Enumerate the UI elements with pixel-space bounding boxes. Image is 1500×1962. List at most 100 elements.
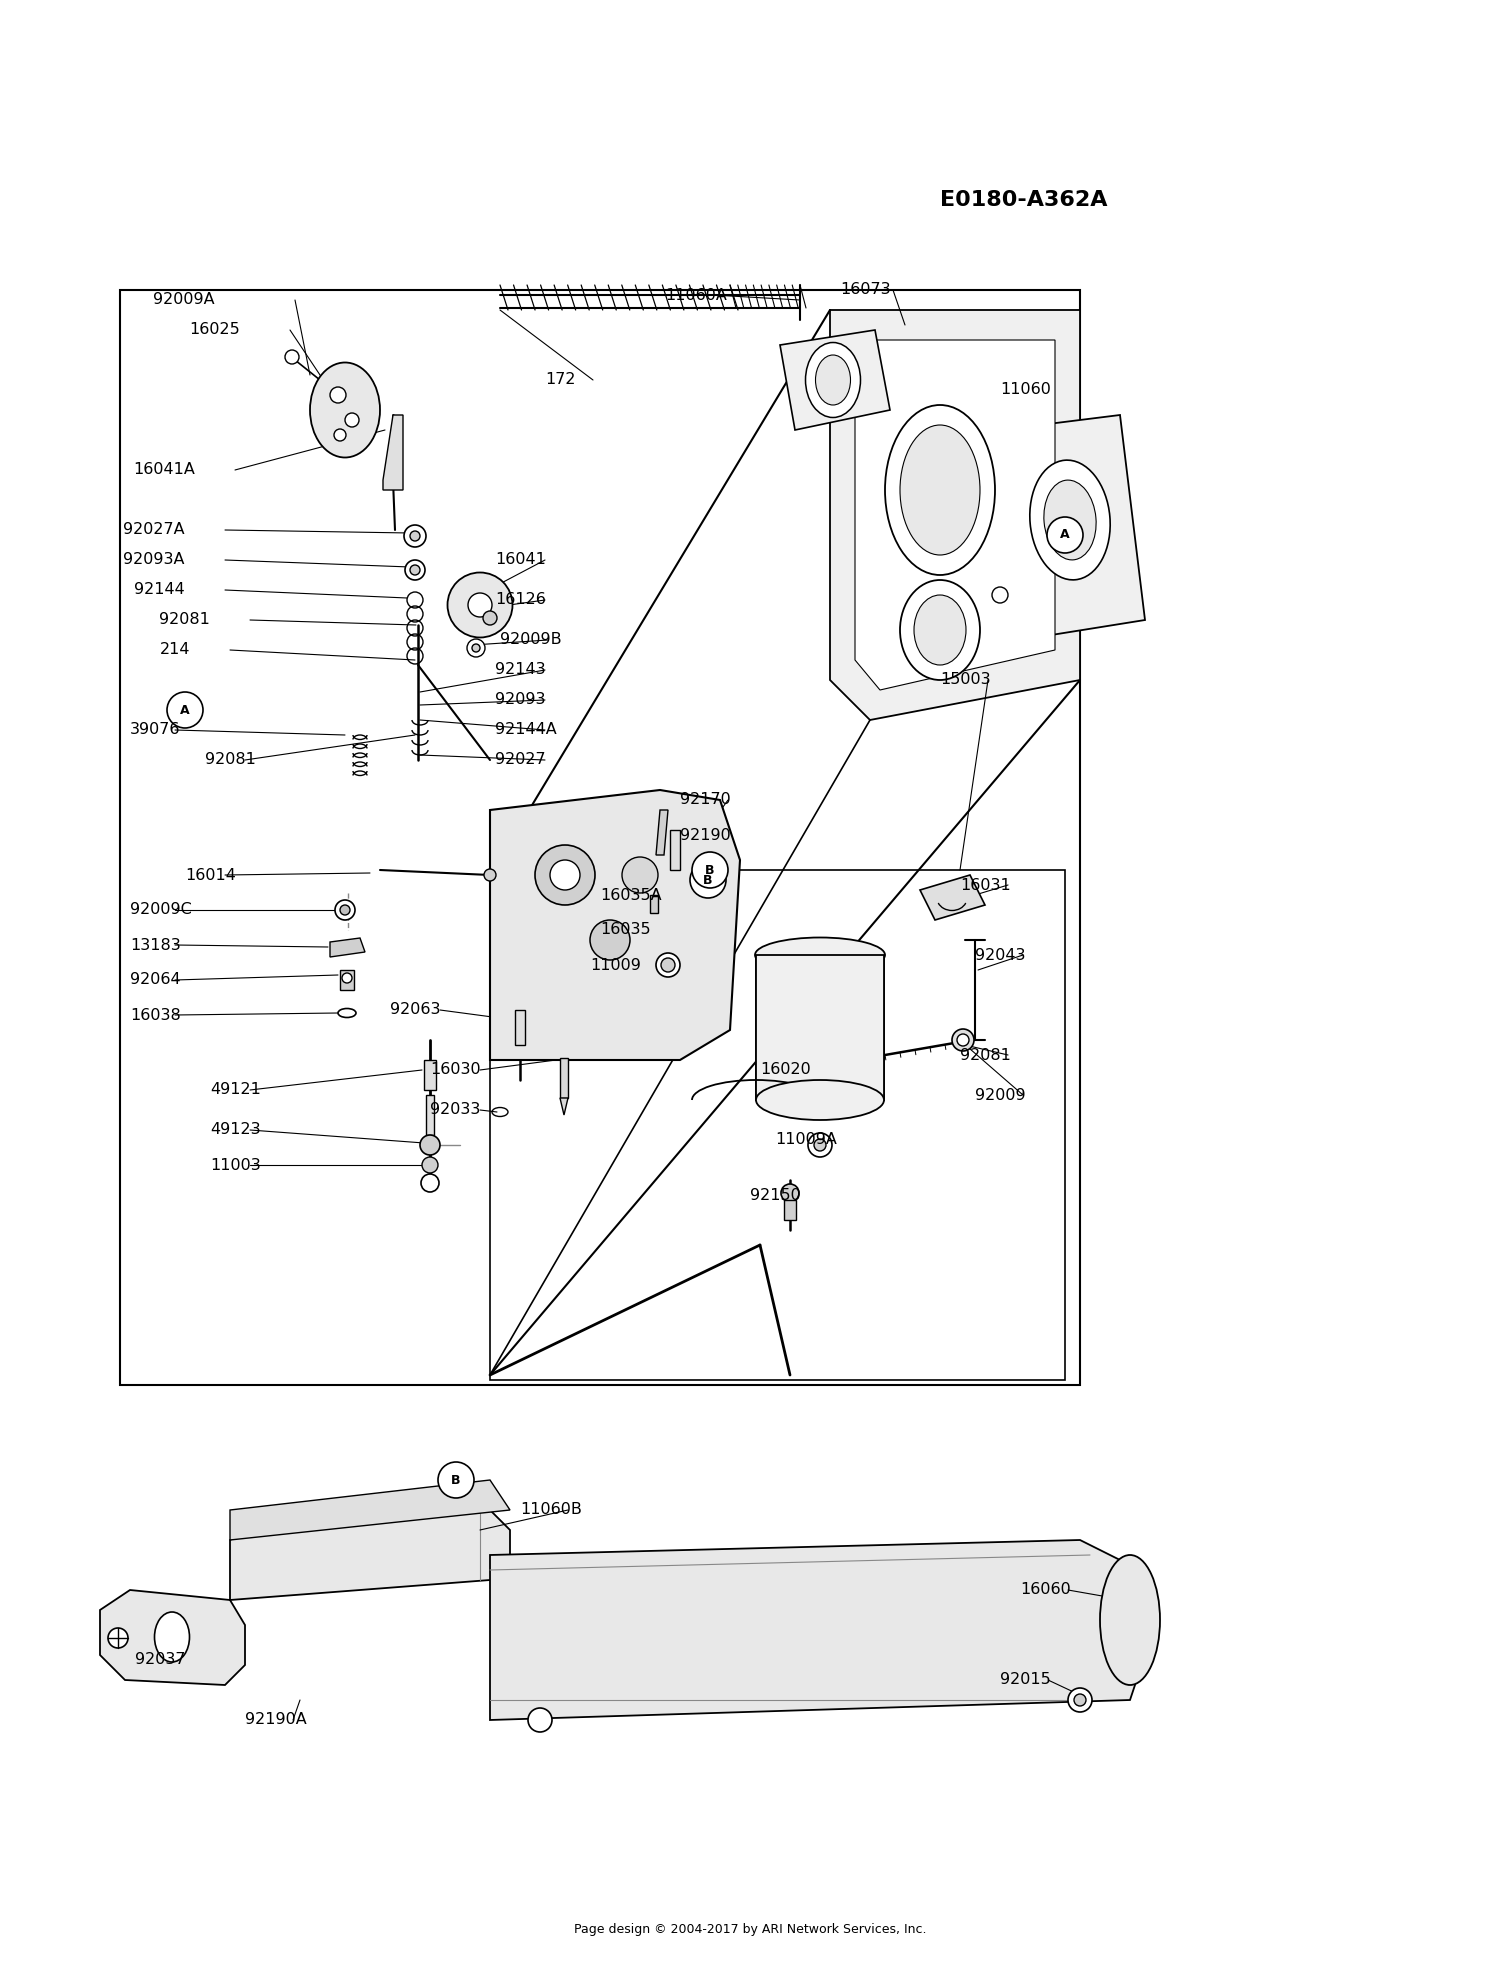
Polygon shape xyxy=(230,1511,510,1599)
Text: 13183: 13183 xyxy=(130,938,180,952)
Polygon shape xyxy=(490,791,740,1059)
Circle shape xyxy=(334,430,346,441)
Text: 92150: 92150 xyxy=(750,1187,801,1203)
Text: 16041A: 16041A xyxy=(134,463,195,477)
Ellipse shape xyxy=(154,1613,189,1662)
Bar xyxy=(514,1010,525,1046)
Circle shape xyxy=(108,1628,128,1648)
Circle shape xyxy=(422,1173,440,1193)
Circle shape xyxy=(483,610,496,626)
Text: 16038: 16038 xyxy=(130,1008,180,1022)
Polygon shape xyxy=(490,1540,1140,1721)
Circle shape xyxy=(285,349,298,365)
Circle shape xyxy=(404,526,426,547)
Text: 92144: 92144 xyxy=(135,583,184,598)
Ellipse shape xyxy=(816,355,850,404)
Text: 92043: 92043 xyxy=(975,948,1026,963)
Text: 16035: 16035 xyxy=(600,922,651,938)
Bar xyxy=(426,1095,433,1134)
Text: 16041: 16041 xyxy=(495,553,546,567)
Ellipse shape xyxy=(447,573,513,638)
Text: 16126: 16126 xyxy=(495,593,546,608)
Text: 92143: 92143 xyxy=(495,663,546,677)
Text: 11009: 11009 xyxy=(590,957,640,973)
Text: A: A xyxy=(180,704,190,716)
Circle shape xyxy=(484,869,496,881)
Text: 92009A: 92009A xyxy=(153,292,214,308)
Text: 92063: 92063 xyxy=(390,1003,441,1018)
Polygon shape xyxy=(330,938,364,957)
Polygon shape xyxy=(920,875,986,920)
Ellipse shape xyxy=(310,363,380,457)
Circle shape xyxy=(410,565,420,575)
Text: 92009B: 92009B xyxy=(500,632,561,647)
Circle shape xyxy=(808,1132,832,1158)
Polygon shape xyxy=(656,810,668,855)
Bar xyxy=(650,895,658,912)
Text: E0180-A362A: E0180-A362A xyxy=(940,190,1107,210)
Polygon shape xyxy=(382,416,404,490)
Circle shape xyxy=(528,1709,552,1732)
Text: 16014: 16014 xyxy=(184,867,236,883)
Circle shape xyxy=(438,1462,474,1499)
Text: 49123: 49123 xyxy=(210,1122,261,1138)
Ellipse shape xyxy=(1044,481,1096,559)
Circle shape xyxy=(345,412,358,428)
Text: 92027: 92027 xyxy=(495,753,546,767)
Text: 92081: 92081 xyxy=(206,753,257,767)
Text: B: B xyxy=(704,873,712,887)
Circle shape xyxy=(1074,1693,1086,1707)
Circle shape xyxy=(466,640,484,657)
Circle shape xyxy=(536,846,596,904)
Text: 172: 172 xyxy=(544,373,576,388)
Circle shape xyxy=(422,1158,438,1173)
Text: 11060A: 11060A xyxy=(664,288,728,302)
Text: 92027A: 92027A xyxy=(123,522,184,538)
Circle shape xyxy=(656,954,680,977)
Circle shape xyxy=(330,387,346,402)
Text: 92037: 92037 xyxy=(135,1652,186,1668)
Polygon shape xyxy=(1000,416,1144,640)
Text: ARI: ARI xyxy=(504,881,855,1120)
Text: 11060: 11060 xyxy=(1000,383,1051,398)
Circle shape xyxy=(690,861,726,899)
Circle shape xyxy=(468,593,492,616)
Ellipse shape xyxy=(1030,461,1110,581)
Text: 16035A: 16035A xyxy=(600,887,662,903)
Circle shape xyxy=(342,973,352,983)
Text: 39076: 39076 xyxy=(130,722,180,738)
Bar xyxy=(756,955,884,1101)
Ellipse shape xyxy=(756,1079,884,1120)
Polygon shape xyxy=(230,1479,510,1540)
Text: 92081: 92081 xyxy=(159,612,210,628)
Text: 92170: 92170 xyxy=(680,793,730,808)
Text: B: B xyxy=(452,1473,460,1487)
Text: 16020: 16020 xyxy=(760,1063,810,1077)
Bar xyxy=(490,869,1065,1379)
Circle shape xyxy=(410,532,420,542)
Polygon shape xyxy=(855,339,1054,691)
Circle shape xyxy=(992,587,1008,602)
Text: 16030: 16030 xyxy=(430,1063,480,1077)
Text: 92190A: 92190A xyxy=(244,1713,306,1727)
Bar xyxy=(560,1058,568,1099)
Circle shape xyxy=(405,559,424,581)
Text: 92009C: 92009C xyxy=(130,903,192,918)
Circle shape xyxy=(1068,1687,1092,1713)
Circle shape xyxy=(334,901,356,920)
Text: 16073: 16073 xyxy=(840,283,891,298)
Text: 16060: 16060 xyxy=(1020,1583,1071,1597)
Bar xyxy=(424,1059,436,1091)
Polygon shape xyxy=(830,310,1080,720)
Circle shape xyxy=(166,693,202,728)
Text: 92144A: 92144A xyxy=(495,722,556,738)
Text: 92064: 92064 xyxy=(130,973,180,987)
Circle shape xyxy=(782,1183,800,1203)
Text: 92015: 92015 xyxy=(1000,1672,1050,1687)
Circle shape xyxy=(662,957,675,971)
Text: 92033: 92033 xyxy=(430,1103,480,1118)
Ellipse shape xyxy=(900,426,980,555)
Ellipse shape xyxy=(900,581,980,681)
Circle shape xyxy=(957,1034,969,1046)
Polygon shape xyxy=(100,1589,244,1685)
